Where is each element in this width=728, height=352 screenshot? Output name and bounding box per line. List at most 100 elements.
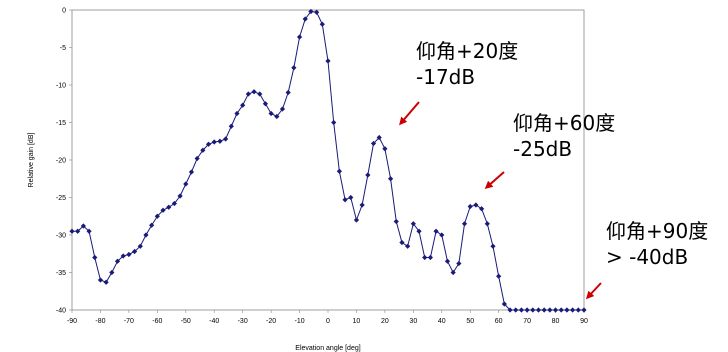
data-point <box>240 102 246 108</box>
data-point <box>200 147 206 153</box>
data-point <box>387 176 394 182</box>
data-point <box>279 106 286 112</box>
y-axis: 0 -5 -10 -15 -20 -25 -30 -35 -40 <box>56 8 72 315</box>
annotation-gain-label: -25dB <box>513 137 573 161</box>
annotation-peak-90deg: 仰角+90度 > -40dB <box>606 218 708 270</box>
data-point <box>171 200 177 207</box>
data-point <box>234 110 240 117</box>
x-tick-label: -70 <box>124 318 134 325</box>
data-point <box>530 307 536 313</box>
data-point <box>552 307 559 313</box>
data-point <box>370 140 377 147</box>
data-point <box>507 307 513 313</box>
data-point <box>416 228 422 234</box>
data-point <box>257 91 263 97</box>
annotation-gain-label: > -40dB <box>606 245 689 269</box>
y-tick-label: -15 <box>56 120 66 127</box>
data-point <box>314 9 320 15</box>
data-point <box>450 269 456 276</box>
data-point <box>302 16 308 22</box>
y-axis-title: Relative gain [dB] <box>28 133 35 188</box>
series-line <box>69 8 587 313</box>
data-point <box>461 221 468 227</box>
annotation-gain-label: -17dB <box>416 65 476 89</box>
data-point <box>399 239 405 246</box>
data-point <box>75 228 81 234</box>
data-point <box>336 168 342 174</box>
data-point <box>154 213 160 219</box>
y-tick-label: -20 <box>56 158 66 165</box>
data-point <box>131 248 138 255</box>
data-point <box>137 243 143 249</box>
x-tick-label: -20 <box>266 318 276 325</box>
data-point <box>262 101 269 107</box>
y-tick-label: -5 <box>60 45 66 52</box>
x-tick-label: 30 <box>409 318 417 325</box>
data-point <box>188 169 195 175</box>
data-point <box>353 217 360 223</box>
data-point <box>422 254 428 261</box>
x-tick-label: -40 <box>209 318 219 325</box>
x-tick-label: 0 <box>326 318 330 325</box>
data-point <box>513 307 519 313</box>
x-tick-label: 80 <box>552 318 560 325</box>
data-point <box>285 89 291 96</box>
data-point <box>97 277 104 283</box>
x-tick-label: 40 <box>438 318 446 325</box>
data-point <box>308 8 314 15</box>
data-point <box>291 65 297 71</box>
data-point <box>109 269 115 276</box>
x-tick-label: -50 <box>181 318 191 325</box>
data-point <box>376 134 382 141</box>
data-point <box>69 228 75 234</box>
annotation-peak-20deg: 仰角+20度 -17dB <box>416 38 518 90</box>
data-point <box>541 307 547 313</box>
data-point <box>456 260 462 267</box>
x-tick-label: 60 <box>495 318 503 325</box>
data-point <box>103 279 109 285</box>
data-point <box>518 307 525 313</box>
data-point <box>467 203 473 210</box>
x-tick-label: 10 <box>353 318 361 325</box>
x-tick-label: 70 <box>523 318 531 325</box>
data-point <box>251 89 257 95</box>
data-point <box>496 273 502 279</box>
data-point <box>382 146 388 152</box>
data-point <box>524 307 530 313</box>
data-point <box>194 155 200 162</box>
data-point <box>120 253 126 259</box>
y-tick-label: -10 <box>56 83 66 90</box>
data-point <box>501 301 507 307</box>
data-point <box>114 258 121 264</box>
data-point <box>348 194 354 201</box>
data-point <box>564 307 570 313</box>
data-point <box>296 34 303 40</box>
data-point <box>325 58 331 64</box>
data-point <box>183 181 189 187</box>
data-point <box>479 206 485 212</box>
x-tick-label: -80 <box>95 318 105 325</box>
x-tick-label: -30 <box>238 318 248 325</box>
data-point <box>160 207 166 213</box>
data-point <box>535 307 542 313</box>
x-tick-label: 50 <box>466 318 474 325</box>
annotation-arrow <box>399 101 420 126</box>
data-point <box>427 254 433 261</box>
data-point <box>166 204 172 210</box>
x-axis-title: Elevation angle [deg] <box>295 345 360 352</box>
data-point <box>274 113 280 120</box>
data-point <box>223 136 229 142</box>
y-tick-label: 0 <box>62 8 66 15</box>
data-point <box>268 110 274 117</box>
data-point <box>439 232 445 238</box>
data-point <box>217 138 223 144</box>
data-point <box>444 258 451 264</box>
annotation-arrows <box>399 101 602 300</box>
data-point <box>558 307 564 313</box>
data-point <box>359 202 365 208</box>
x-axis: -90 -80 -70 -60 -50 -40 -30 -20 -10 0 10 20 30 40 50 60… <box>67 310 588 325</box>
x-tick-label: 90 <box>580 318 588 325</box>
data-point <box>393 218 399 225</box>
data-point <box>205 141 212 147</box>
x-tick-label: -90 <box>67 318 77 325</box>
